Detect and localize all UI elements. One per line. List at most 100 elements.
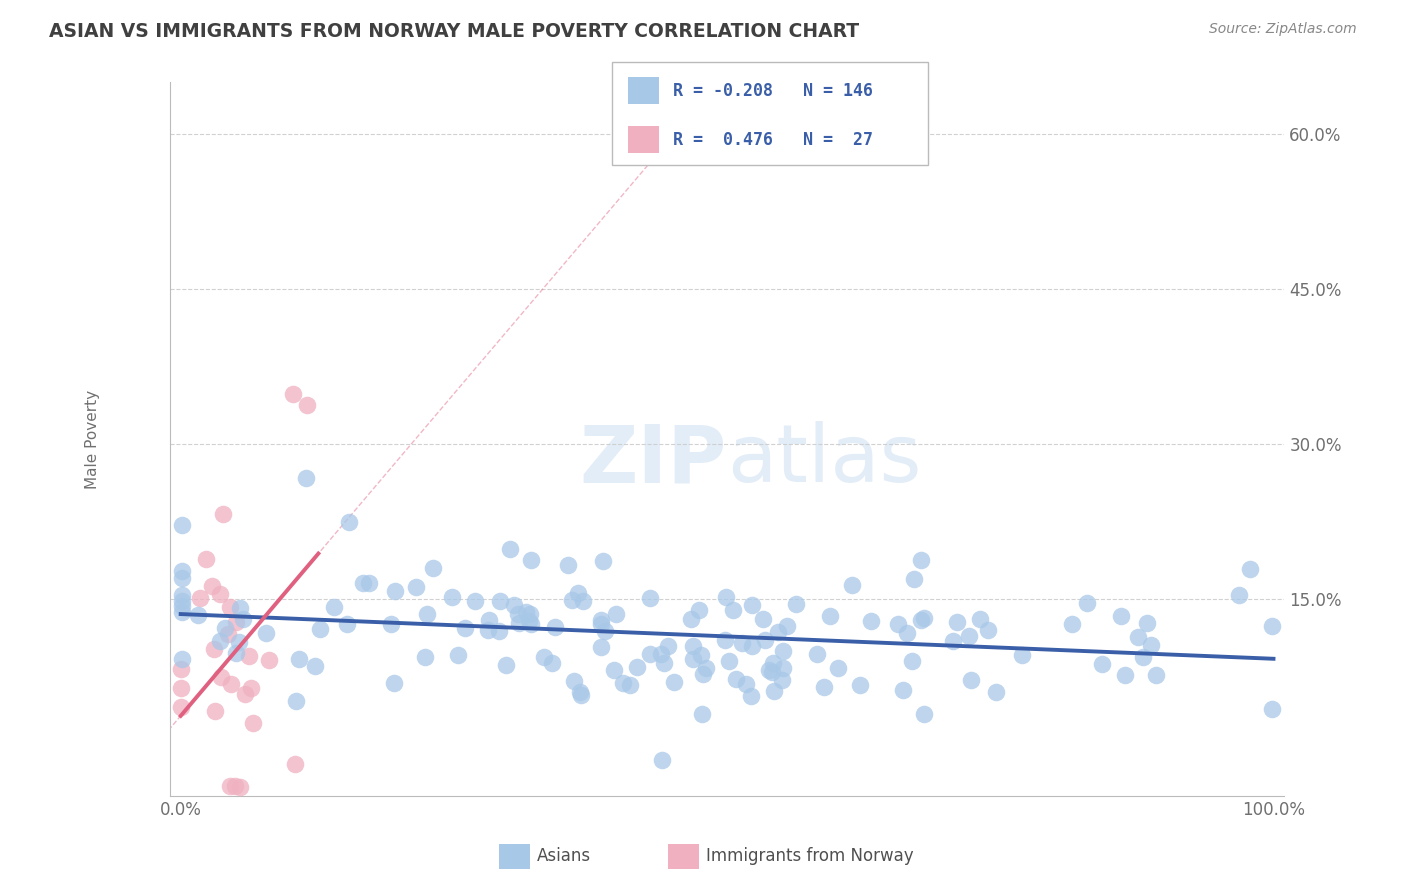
Point bbox=[380, 616, 402, 631]
Point bbox=[741, 639, 763, 653]
Point bbox=[806, 648, 828, 662]
Point bbox=[224, 779, 246, 793]
Point bbox=[651, 753, 673, 767]
Text: ZIP: ZIP bbox=[579, 421, 727, 500]
Point bbox=[557, 558, 579, 572]
Point bbox=[682, 652, 704, 666]
Point bbox=[1076, 596, 1098, 610]
Point bbox=[194, 552, 217, 566]
Point bbox=[650, 647, 672, 661]
Point bbox=[969, 612, 991, 626]
Point bbox=[238, 648, 260, 663]
Point bbox=[1128, 630, 1150, 644]
Point bbox=[295, 471, 318, 485]
Point bbox=[214, 621, 236, 635]
Point bbox=[758, 663, 780, 677]
Point bbox=[204, 705, 226, 719]
Point bbox=[202, 641, 225, 656]
Point bbox=[382, 676, 405, 690]
Text: R = -0.208   N = 146: R = -0.208 N = 146 bbox=[673, 81, 873, 100]
Point bbox=[517, 614, 540, 628]
Point bbox=[242, 716, 264, 731]
Point bbox=[569, 684, 592, 698]
Point bbox=[900, 654, 922, 668]
Point bbox=[188, 591, 211, 606]
Point bbox=[1062, 616, 1084, 631]
Point bbox=[218, 600, 240, 615]
Point bbox=[841, 578, 863, 592]
Point bbox=[772, 644, 794, 658]
Point bbox=[912, 707, 935, 722]
Point bbox=[827, 660, 849, 674]
Point bbox=[682, 639, 704, 653]
Point bbox=[336, 617, 359, 632]
Point bbox=[859, 614, 882, 628]
Point bbox=[170, 700, 193, 714]
Point bbox=[721, 603, 744, 617]
Point bbox=[662, 674, 685, 689]
Point bbox=[589, 614, 612, 628]
Point bbox=[1109, 609, 1132, 624]
Point bbox=[508, 607, 530, 621]
Point bbox=[612, 676, 634, 690]
Point bbox=[652, 656, 675, 670]
Point bbox=[495, 658, 517, 673]
Point bbox=[1239, 562, 1261, 576]
Point bbox=[257, 653, 280, 667]
Point bbox=[254, 626, 277, 640]
Point bbox=[225, 615, 247, 630]
Point bbox=[592, 554, 614, 568]
Point bbox=[208, 633, 231, 648]
Point bbox=[170, 681, 193, 695]
Point bbox=[219, 780, 242, 794]
Point bbox=[228, 635, 250, 649]
Point bbox=[283, 756, 305, 771]
Point bbox=[488, 624, 510, 638]
Point bbox=[225, 646, 247, 660]
Point bbox=[695, 661, 717, 675]
Point bbox=[562, 673, 585, 688]
Point bbox=[638, 647, 661, 661]
Point bbox=[170, 564, 193, 578]
Point bbox=[359, 575, 381, 590]
Point bbox=[762, 657, 785, 671]
Point bbox=[912, 611, 935, 625]
Point bbox=[201, 579, 224, 593]
Point bbox=[502, 599, 524, 613]
Point bbox=[1091, 657, 1114, 672]
Text: ASIAN VS IMMIGRANTS FROM NORWAY MALE POVERTY CORRELATION CHART: ASIAN VS IMMIGRANTS FROM NORWAY MALE POV… bbox=[49, 22, 859, 41]
Point bbox=[309, 622, 332, 636]
Point bbox=[1114, 668, 1136, 682]
Point bbox=[1144, 667, 1167, 681]
Point bbox=[209, 670, 232, 684]
Point bbox=[984, 685, 1007, 699]
Point bbox=[589, 617, 612, 632]
Point bbox=[232, 612, 254, 626]
Point bbox=[692, 667, 714, 681]
Point bbox=[304, 658, 326, 673]
Point bbox=[533, 650, 555, 665]
Point bbox=[384, 584, 406, 599]
Point bbox=[619, 678, 641, 692]
Point bbox=[288, 651, 311, 665]
Point bbox=[567, 585, 589, 599]
Point bbox=[519, 607, 541, 621]
Point bbox=[240, 681, 263, 696]
Point bbox=[690, 707, 713, 722]
Point bbox=[489, 594, 512, 608]
Point bbox=[477, 624, 499, 638]
Point bbox=[572, 594, 595, 608]
Point bbox=[762, 684, 785, 698]
Point bbox=[896, 626, 918, 640]
Point bbox=[187, 608, 209, 623]
Point bbox=[569, 688, 592, 702]
Point bbox=[322, 599, 344, 614]
Point bbox=[217, 627, 239, 641]
Point bbox=[284, 694, 307, 708]
Point bbox=[515, 605, 537, 619]
Point bbox=[208, 587, 231, 601]
Point bbox=[813, 681, 835, 695]
Point bbox=[761, 665, 783, 680]
Point bbox=[519, 553, 541, 567]
Point bbox=[776, 618, 799, 632]
